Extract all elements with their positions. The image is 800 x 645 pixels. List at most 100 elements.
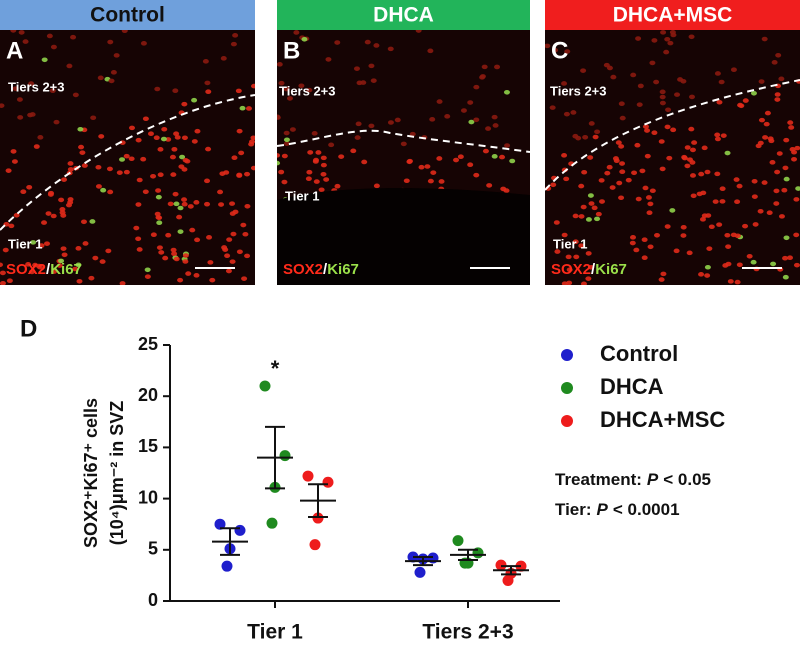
cell xyxy=(193,200,200,205)
cell xyxy=(782,255,789,261)
cell xyxy=(50,44,57,50)
cell xyxy=(794,145,800,151)
cell xyxy=(119,157,126,162)
cell xyxy=(5,168,12,173)
cell xyxy=(783,235,790,241)
cell xyxy=(53,119,60,125)
cell xyxy=(634,142,641,148)
cell xyxy=(684,163,691,169)
cell xyxy=(736,183,743,189)
cell xyxy=(686,157,693,162)
cell xyxy=(174,135,181,140)
cell xyxy=(400,141,407,147)
cell xyxy=(277,160,281,166)
cell xyxy=(325,57,332,62)
cell xyxy=(566,280,573,285)
cell xyxy=(781,187,788,193)
stat-text: Treatment: P < 0.05 xyxy=(555,470,711,489)
cell xyxy=(714,132,721,138)
cell xyxy=(277,153,281,158)
cell xyxy=(660,271,667,277)
cell xyxy=(58,197,65,203)
cell xyxy=(700,190,707,196)
cell xyxy=(88,275,95,281)
text-part: SOX2 xyxy=(6,261,46,278)
cell xyxy=(633,247,640,253)
cell xyxy=(136,177,143,183)
y-tick-label: 20 xyxy=(138,385,158,405)
cell xyxy=(185,271,192,276)
cell xyxy=(50,213,57,219)
cell xyxy=(782,165,789,171)
cell xyxy=(194,237,201,243)
cell xyxy=(778,76,785,82)
cell xyxy=(467,162,474,168)
cell xyxy=(774,92,781,97)
text-part: Ki67 xyxy=(50,261,82,278)
cell xyxy=(387,46,394,52)
cell xyxy=(77,126,84,132)
cell xyxy=(181,135,188,141)
cell xyxy=(793,197,800,202)
cell xyxy=(587,155,594,160)
cell xyxy=(338,154,345,159)
cell xyxy=(669,208,676,213)
cell xyxy=(218,202,225,207)
cell xyxy=(492,123,499,128)
cell xyxy=(70,34,77,40)
cell xyxy=(738,103,745,109)
cell xyxy=(770,261,777,267)
cell xyxy=(746,253,753,259)
cell xyxy=(618,144,625,149)
cell xyxy=(231,155,238,161)
cell xyxy=(701,145,708,151)
cell xyxy=(766,210,773,216)
cell xyxy=(787,120,794,125)
y-tick-label: 0 xyxy=(148,590,158,610)
cell xyxy=(221,245,228,250)
cell xyxy=(553,220,560,225)
cell xyxy=(482,148,489,154)
cell xyxy=(150,173,157,179)
error-bar xyxy=(220,527,240,556)
cell xyxy=(106,166,113,172)
cell xyxy=(207,260,214,265)
header-label: DHCA xyxy=(373,4,434,27)
cell xyxy=(236,249,243,255)
cell xyxy=(75,262,82,268)
cell xyxy=(670,127,677,133)
cell xyxy=(135,202,142,207)
cell xyxy=(204,178,211,184)
cell xyxy=(665,107,672,113)
cell xyxy=(334,183,341,189)
cell xyxy=(598,199,605,204)
header-bar xyxy=(0,0,255,30)
cell xyxy=(205,146,212,152)
cell xyxy=(719,199,726,204)
micrograph xyxy=(545,30,800,285)
cell xyxy=(581,169,588,175)
cell xyxy=(72,266,79,272)
text-part: < 0.0001 xyxy=(613,500,680,519)
cell xyxy=(236,173,243,178)
cell xyxy=(44,241,51,246)
cell xyxy=(776,151,783,156)
cell xyxy=(716,99,723,105)
cell xyxy=(169,154,176,160)
cell xyxy=(561,81,568,86)
cell xyxy=(226,237,233,242)
cell xyxy=(229,259,236,264)
cell xyxy=(704,264,711,270)
cell xyxy=(244,171,251,177)
cell xyxy=(725,244,732,249)
cell xyxy=(708,224,715,230)
cell xyxy=(649,188,656,194)
cell xyxy=(153,135,160,140)
data-point xyxy=(234,524,246,536)
cell xyxy=(135,236,142,242)
cell xyxy=(769,160,776,165)
cell xyxy=(757,208,764,214)
error-bar xyxy=(501,565,521,576)
cell xyxy=(418,164,425,170)
cell xyxy=(356,80,363,86)
